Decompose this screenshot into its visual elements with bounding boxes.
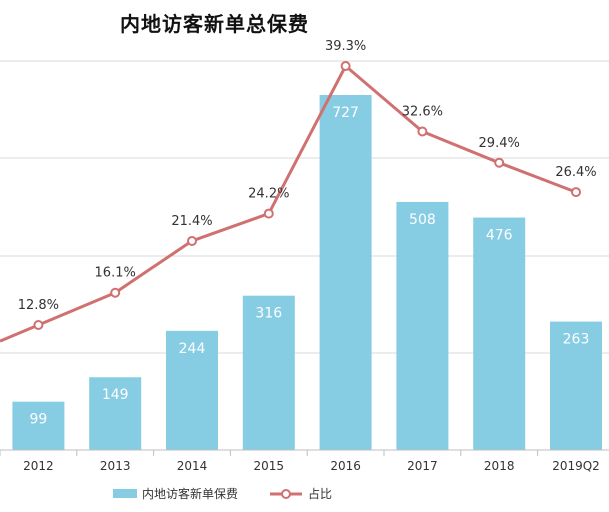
bar-2018	[473, 217, 526, 450]
bar-2016	[319, 95, 372, 450]
bar-label-2019Q2: 263	[563, 332, 590, 348]
legend-swatch-point	[281, 489, 291, 499]
bar-label-2012: 99	[29, 412, 47, 428]
ratio-point-2012	[33, 320, 44, 330]
x-tick-2019Q2: 2019Q2	[552, 459, 600, 473]
ratio-label-2017: 32.6%	[402, 104, 443, 119]
legend-label-bar: 内地访客新单保费	[142, 486, 238, 501]
bar-2017	[396, 201, 449, 450]
ratio-label-2016: 39.3%	[325, 39, 366, 54]
bar-label-2013: 149	[102, 387, 129, 403]
legend-swatch-bar	[113, 489, 137, 498]
bar-2012	[12, 401, 65, 450]
ratio-point-2018	[494, 157, 505, 168]
ratio-label-2014: 21.4%	[171, 214, 212, 229]
x-tick-2013: 2013	[100, 459, 131, 473]
ratio-label-2012: 12.8%	[18, 298, 59, 313]
bar-2015	[242, 295, 295, 450]
x-tick-2014: 2014	[177, 459, 208, 473]
bar-2013	[89, 377, 142, 450]
ratio-point-2019Q2	[571, 187, 581, 198]
ratio-labels: 12.8% 16.1% 21.4% 24.2% 39.3% 32.6% 29.4% 26.4%	[18, 39, 597, 313]
x-tick-labels: 2012 2013 2014 2015 2016 2017 2018 2019Q2	[23, 459, 600, 473]
ratio-point-2015	[263, 208, 274, 219]
bars	[12, 95, 602, 450]
x-tick-2015: 2015	[254, 459, 285, 473]
chart-title: 内地访客新单总保费	[120, 12, 309, 36]
ratio-label-2019Q2: 26.4%	[555, 165, 596, 180]
bar-label-2018: 476	[486, 228, 513, 244]
ratio-point-2014	[187, 235, 197, 246]
bar-label-2016: 727	[332, 105, 359, 121]
x-axis	[0, 449, 609, 456]
x-tick-2016: 2016	[330, 459, 361, 473]
bar-2019Q2	[550, 321, 602, 450]
x-tick-2012: 2012	[23, 459, 54, 473]
legend: 内地访客新单保费 占比	[113, 486, 332, 501]
x-tick-2018: 2018	[484, 459, 515, 473]
bar-label-2015: 316	[255, 306, 282, 322]
ratio-point-2013	[110, 287, 121, 298]
ratio-point-2017	[417, 126, 428, 137]
bar-label-2014: 244	[179, 341, 206, 357]
ratio-label-2015: 24.2%	[248, 187, 289, 202]
bar-labels: 99 149 244 316 727 508 476 263	[29, 105, 589, 428]
legend-label-line: 占比	[308, 486, 332, 501]
ratio-points	[33, 61, 581, 330]
bar-label-2017: 508	[409, 212, 436, 228]
x-tick-2017: 2017	[407, 459, 438, 473]
ratio-label-2013: 16.1%	[95, 266, 136, 281]
ratio-point-2016	[340, 61, 351, 71]
ratio-label-2018: 29.4%	[479, 136, 520, 151]
bar-2014	[166, 330, 218, 450]
